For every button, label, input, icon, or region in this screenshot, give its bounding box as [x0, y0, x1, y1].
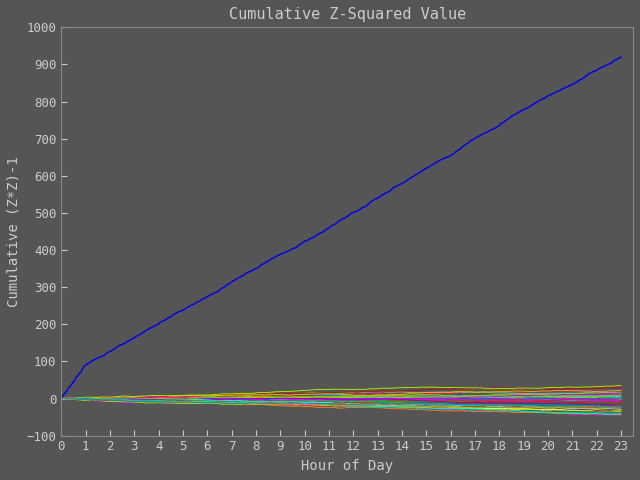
Title: Cumulative Z-Squared Value: Cumulative Z-Squared Value	[228, 7, 466, 22]
Y-axis label: Cumulative (Z*Z)-1: Cumulative (Z*Z)-1	[7, 156, 21, 307]
X-axis label: Hour of Day: Hour of Day	[301, 459, 393, 473]
